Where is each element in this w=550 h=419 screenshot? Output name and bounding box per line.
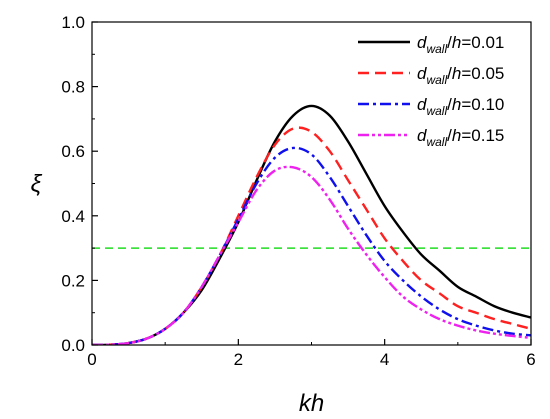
legend-h: h (452, 33, 461, 52)
legend-slash: / (447, 126, 452, 145)
legend-subscript: wall (426, 73, 447, 87)
legend-label-1: dwall/h=0.01 (417, 33, 504, 56)
x-tick-label: 2 (234, 350, 243, 369)
y-tick-label: 0.2 (61, 271, 85, 290)
legend-subscript: wall (426, 135, 447, 149)
legend-value: =0.01 (461, 33, 504, 52)
legend-label-3: dwall/h=0.10 (417, 95, 504, 118)
legend-h: h (452, 64, 461, 83)
x-tick-label: 4 (380, 350, 389, 369)
legend: dwall/h=0.01dwall/h=0.05dwall/h=0.10dwal… (358, 33, 504, 149)
y-tick-label: 1.0 (61, 13, 85, 32)
legend-subscript: wall (426, 104, 447, 118)
series-group (92, 104, 531, 345)
ticks-group: 0 2 4 6 0.0 0.2 0.4 0.6 0.8 1.0 (61, 13, 535, 369)
legend-label-2: dwall/h=0.05 (417, 64, 504, 87)
y-tick-label: 0.8 (61, 78, 85, 97)
series-line-2 (92, 126, 531, 345)
legend-symbol: d (417, 95, 427, 114)
y-tick-label: 0.0 (61, 336, 85, 355)
legend-value: =0.10 (461, 95, 504, 114)
x-tick-label: 6 (526, 350, 535, 369)
x-axis-title: kh (299, 390, 324, 417)
legend-label-4: dwall/h=0.15 (417, 126, 504, 149)
series-line-4 (92, 165, 531, 345)
legend-symbol: d (417, 33, 427, 52)
legend-symbol: d (417, 126, 427, 145)
y-tick-label: 0.4 (61, 207, 85, 226)
y-axis-title: ξ (31, 171, 43, 198)
legend-slash: / (447, 95, 452, 114)
legend-slash: / (447, 33, 452, 52)
legend-subscript: wall (426, 42, 447, 56)
x-tick-label: 0 (87, 350, 96, 369)
legend-h: h (452, 95, 461, 114)
legend-value: =0.05 (461, 64, 504, 83)
legend-slash: / (447, 64, 452, 83)
legend-h: h (452, 126, 461, 145)
y-tick-label: 0.6 (61, 142, 85, 161)
series-line-3 (92, 146, 531, 345)
legend-value: =0.15 (461, 126, 504, 145)
legend-symbol: d (417, 64, 427, 83)
